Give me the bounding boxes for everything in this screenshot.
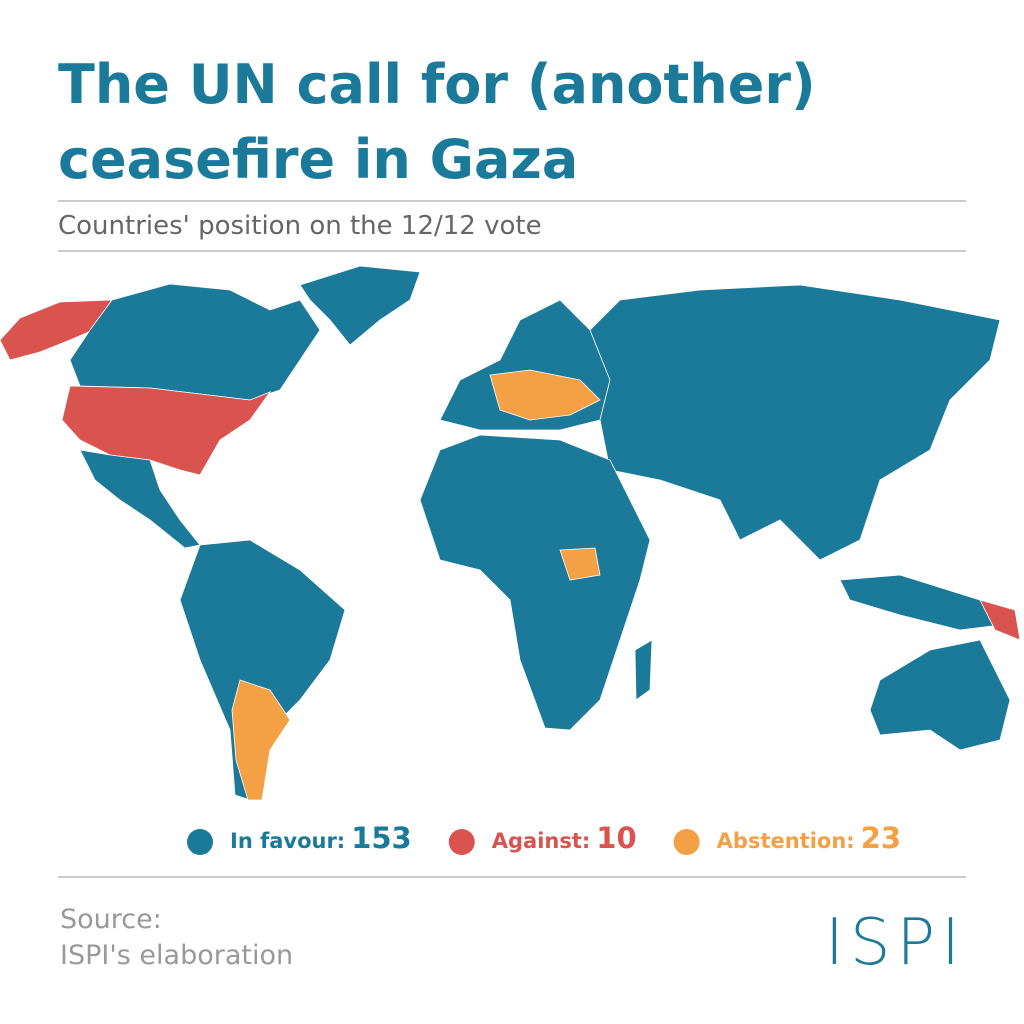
south-sudan: [559, 547, 601, 581]
world-map: [0, 265, 1021, 801]
legend-count: 23: [861, 821, 901, 855]
subtitle: Countries' position on the 12/12 vote: [58, 211, 542, 241]
legend-label: In favour:: [230, 829, 345, 853]
africa: [419, 434, 651, 731]
legend-label: Against:: [492, 829, 591, 853]
title-line: The UN call for (another): [58, 53, 816, 116]
legend: In favour: 153 Against: 10 Abstention: 23: [187, 821, 901, 855]
legend-dot: [448, 829, 475, 855]
title-line: ceasefire in Gaza: [58, 128, 578, 191]
legend-count: 153: [351, 821, 412, 855]
indonesia: [839, 574, 1001, 631]
legend-label: Abstention:: [717, 829, 855, 853]
legend-dot: [673, 829, 700, 855]
greenland: [299, 265, 421, 346]
europe-abstain: [489, 369, 601, 421]
usa: [61, 385, 272, 476]
argentina: [231, 679, 291, 801]
asia: [589, 284, 1001, 561]
logo: ISPI: [825, 906, 966, 980]
australia: [869, 639, 1011, 751]
madagascar: [634, 639, 653, 701]
legend-dot: [187, 829, 213, 855]
legend-count: 10: [596, 821, 636, 855]
source: ISPI's elaboration: [60, 940, 293, 971]
papua: [979, 599, 1021, 641]
source-label: Source:: [60, 904, 162, 935]
